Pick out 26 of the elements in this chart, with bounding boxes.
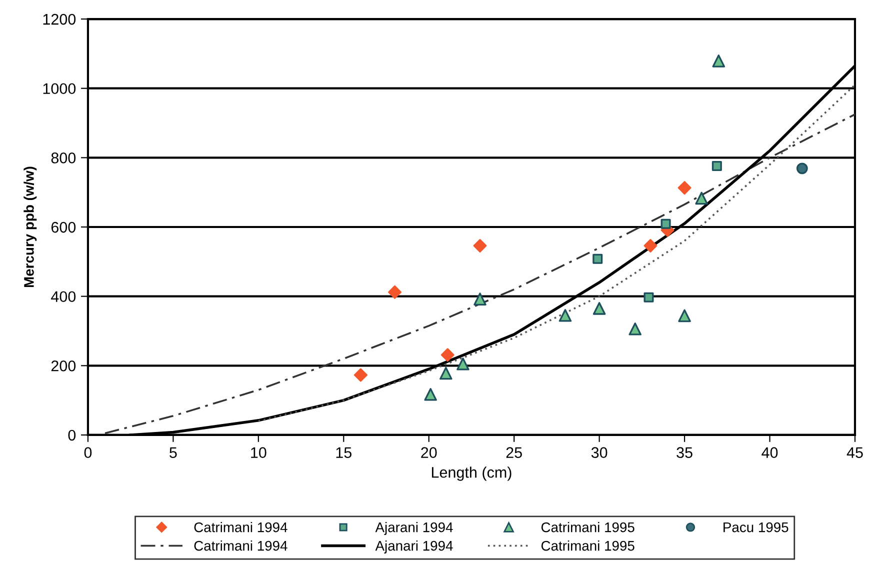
x-tick-label: 45 (846, 447, 863, 458)
legend-label: Ajanari 1994 (375, 540, 453, 554)
x-tick-label: 0 (84, 447, 92, 458)
legend-label: Catrimani 1995 (541, 522, 634, 532)
x-tick-label: 40 (762, 447, 778, 458)
x-axis-title: Length (cm) (432, 466, 512, 481)
x-tick-label: 15 (336, 447, 352, 458)
legend-label: Catrimani 1994 (194, 522, 288, 532)
x-tick-label: 10 (251, 447, 266, 458)
x-tick-label: 20 (421, 447, 437, 458)
x-tick-label: 30 (591, 447, 608, 458)
x-tick-label: 35 (676, 447, 692, 458)
y-tick-label: 400 (51, 291, 76, 302)
legend-label: Pacu 1995 (724, 522, 788, 532)
y-axis-title: Mercury ppb (w/w) (24, 166, 37, 288)
y-tick-label: 1200 (43, 14, 76, 25)
x-tick-label: 25 (506, 447, 522, 458)
y-tick-label: 1000 (43, 83, 76, 94)
legend-label: Catrimani 1994 (194, 540, 288, 551)
x-tick-label: 5 (170, 447, 177, 458)
legend-label: Catrimani 1995 (541, 540, 634, 551)
y-tick-label: 600 (51, 222, 76, 233)
y-tick-label: 200 (51, 360, 76, 372)
y-tick-label: 0 (68, 430, 76, 441)
legend-label: Ajarani 1994 (375, 522, 453, 535)
y-tick-label: 800 (51, 152, 76, 164)
